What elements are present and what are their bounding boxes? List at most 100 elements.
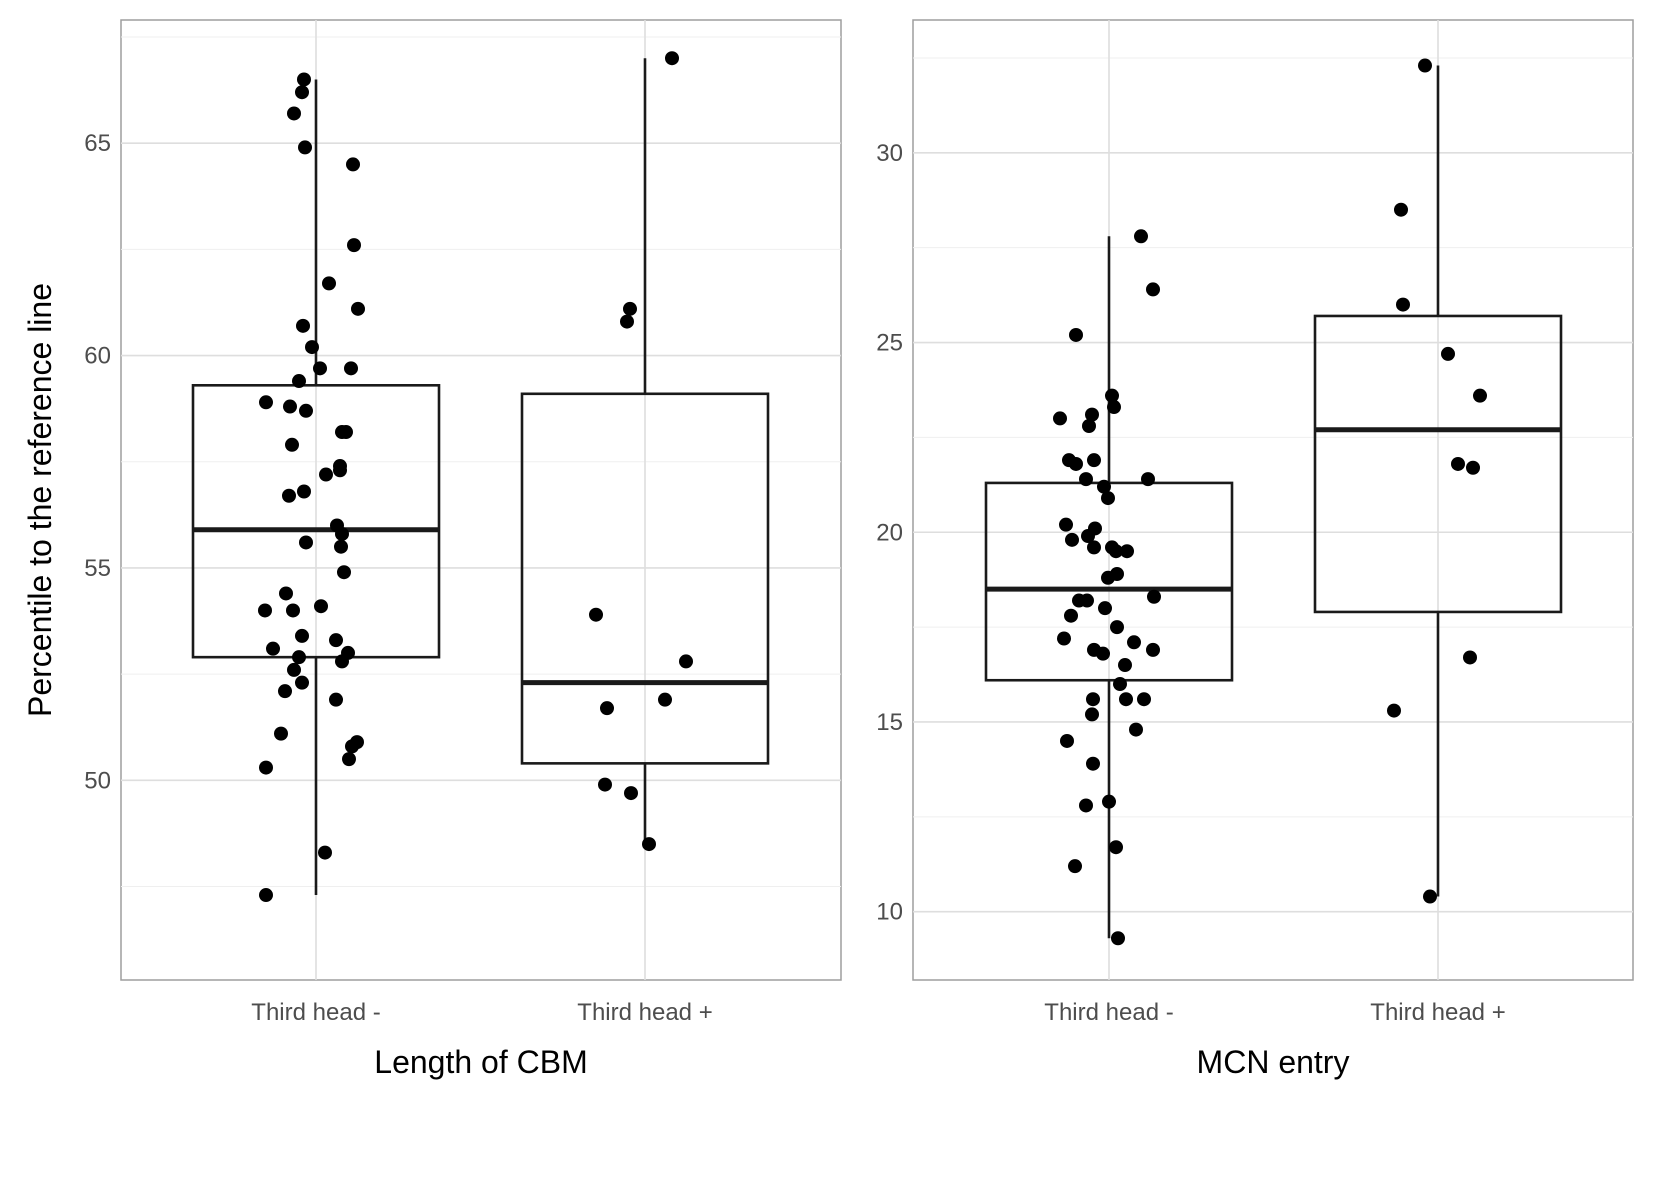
y-tick-label: 20	[876, 519, 903, 546]
data-point	[1120, 544, 1134, 559]
data-point	[345, 739, 359, 754]
data-point	[600, 701, 614, 716]
data-point	[351, 301, 365, 316]
data-point	[298, 140, 312, 155]
data-point	[1396, 297, 1410, 312]
box-third-head	[191, 384, 441, 659]
data-point	[1141, 472, 1155, 487]
data-point	[297, 484, 311, 499]
data-point	[1085, 707, 1099, 722]
boxplots	[191, 58, 770, 896]
data-point	[1096, 646, 1110, 661]
data-point	[1473, 388, 1487, 403]
data-point	[1466, 460, 1480, 475]
data-point	[278, 684, 292, 699]
data-point	[286, 603, 300, 618]
data-point	[1423, 889, 1437, 904]
data-point	[282, 488, 296, 503]
data-point	[1134, 229, 1148, 244]
y-tick-label: 15	[876, 709, 903, 736]
data-point	[292, 650, 306, 665]
data-point	[1098, 601, 1112, 616]
y-tick-labels: 50 55 60 65	[84, 130, 111, 794]
y-tick-label: 50	[84, 767, 111, 794]
y-tick-label: 25	[876, 330, 903, 357]
data-point	[329, 692, 343, 707]
x-axis-title: Length of CBM	[374, 1044, 587, 1080]
y-axis-title: Percentile to the reference line	[22, 283, 58, 717]
panel-mcn-entry: 10 15 20 25 30 Third head - Third head + MCN …	[876, 19, 1634, 1080]
panel-background	[120, 19, 842, 981]
data-point	[1059, 517, 1073, 532]
data-point	[339, 425, 353, 440]
data-point	[295, 85, 309, 100]
data-point	[1085, 407, 1099, 422]
data-point	[259, 888, 273, 903]
data-point	[335, 654, 349, 669]
data-point	[283, 399, 297, 414]
data-point	[1069, 327, 1083, 342]
data-point	[1109, 840, 1123, 855]
x-axis-title: MCN entry	[1197, 1044, 1350, 1080]
minor-gridlines	[121, 36, 841, 888]
data-point	[1119, 692, 1133, 707]
data-point	[1080, 593, 1094, 608]
panel-length-of-cbm: 50 55 60 65 Third head - Third head + Length…	[84, 19, 842, 1080]
data-point	[1053, 411, 1067, 426]
x-tick-label: Third head -	[1044, 999, 1173, 1026]
data-point	[1064, 608, 1078, 623]
data-point	[1147, 589, 1161, 604]
data-point	[347, 238, 361, 253]
data-point	[334, 539, 348, 554]
data-point	[292, 374, 306, 389]
data-point	[658, 692, 672, 707]
data-point	[318, 845, 332, 860]
data-point	[1113, 677, 1127, 692]
y-tick-label: 55	[84, 555, 111, 582]
data-point	[259, 760, 273, 775]
data-point	[620, 314, 634, 329]
x-tick-label: Third head -	[251, 999, 380, 1026]
data-point	[299, 403, 313, 418]
data-point	[346, 157, 360, 172]
data-point	[1111, 931, 1125, 946]
minor-gridlines	[913, 57, 1633, 818]
data-point	[319, 467, 333, 482]
y-tick-label: 65	[84, 130, 111, 157]
data-point	[285, 437, 299, 452]
data-point	[1069, 456, 1083, 471]
data-point	[1097, 479, 1111, 494]
x-tick-label: Third head +	[1370, 999, 1505, 1026]
data-point	[1110, 620, 1124, 635]
data-point	[333, 463, 347, 478]
data-point	[1109, 544, 1123, 559]
data-point	[1079, 798, 1093, 813]
data-point	[598, 777, 612, 792]
box-third-head	[520, 392, 770, 765]
data-point	[274, 726, 288, 741]
data-point	[589, 607, 603, 622]
x-tick-label: Third head +	[577, 999, 712, 1026]
data-point	[335, 526, 349, 541]
x-tick-labels: Third head - Third head +	[1044, 999, 1505, 1026]
data-point	[299, 535, 313, 550]
data-point	[1086, 692, 1100, 707]
data-point	[1146, 642, 1160, 657]
data-point	[1451, 456, 1465, 471]
data-point	[296, 318, 310, 333]
data-point	[1118, 658, 1132, 673]
data-point	[642, 837, 656, 852]
data-point	[297, 72, 311, 87]
data-point	[1394, 202, 1408, 217]
data-points	[1053, 58, 1487, 946]
data-point	[1146, 282, 1160, 297]
data-point	[1068, 859, 1082, 874]
data-point	[1060, 733, 1074, 748]
data-point	[1107, 400, 1121, 415]
data-point	[1101, 491, 1115, 506]
data-point	[623, 301, 637, 316]
data-point	[259, 395, 273, 410]
data-point	[1463, 650, 1477, 665]
data-point	[1102, 794, 1116, 809]
